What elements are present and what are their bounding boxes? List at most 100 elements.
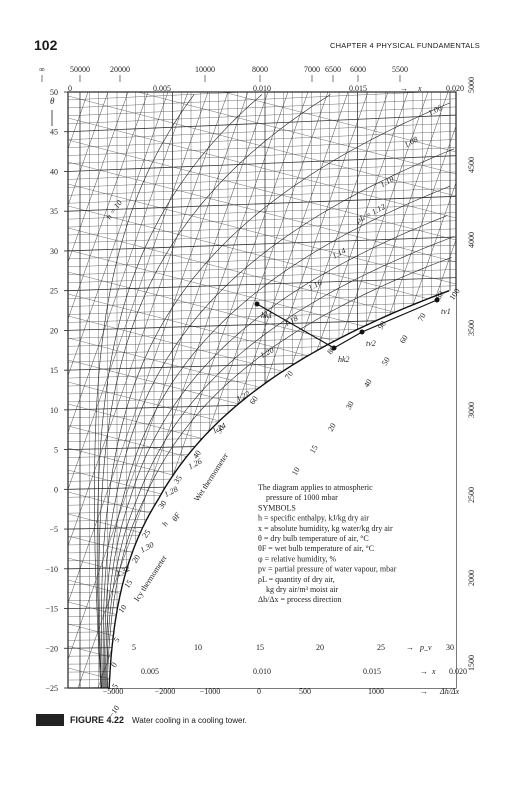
direction-bottom-arrow: →: [420, 687, 428, 696]
x-bottom-tick-label: 0.015: [363, 667, 381, 676]
relative-humidity-curve: [104, 186, 450, 688]
chapter-title: CHAPTER 4 PHYSICAL FUNDAMENTALS: [330, 41, 480, 50]
legend-line: φ = relative humidity, %: [258, 554, 336, 563]
isotherm-line: [68, 285, 456, 299]
direction-bottom-tick-label: 0: [257, 687, 261, 696]
x-bottom-arrow: →: [420, 667, 428, 676]
direction-bottom-tick-label: 1000: [368, 687, 384, 696]
direction-bottom-tick-label: −5000: [103, 687, 124, 696]
enthalpy-line: [68, 92, 209, 491]
y-tick-label: 0: [54, 485, 58, 494]
direction-top-tick-label: 7000: [304, 65, 320, 74]
density-line: [68, 117, 456, 219]
process-point-label: hk2: [338, 355, 350, 364]
x-top-tick-label: 0.015: [349, 84, 367, 93]
legend-line: h = specific enthalpy, kJ/kg dry air: [258, 514, 369, 523]
isotherm-line: [68, 147, 456, 164]
process-line-air: [256, 303, 335, 349]
x-top-axis-symbol: x: [417, 84, 422, 93]
enthalpy-label: 90: [376, 319, 388, 331]
relative-humidity-curve: [94, 94, 195, 688]
x-bottom-tick-label: 0.020: [449, 667, 467, 676]
direction-bottom-tick-label: −1000: [200, 687, 221, 696]
enthalpy-line: [68, 92, 149, 320]
enthalpy-label: 5: [112, 636, 122, 644]
isotherm-line: [68, 171, 456, 188]
x-top-tick-label: 0: [68, 84, 72, 93]
enthalpy-label: 70: [283, 369, 295, 381]
isotherm-line: [68, 92, 431, 109]
isotherm-line: [68, 269, 456, 283]
rh-label: 80: [434, 290, 446, 301]
process-point-label: tv1: [441, 307, 451, 316]
y-tick-label: 30: [50, 247, 58, 256]
direction-bottom-tick-label: −2000: [155, 687, 176, 696]
h-label: h: [160, 520, 170, 528]
isotherm-line: [68, 114, 456, 133]
rh-label: 10: [290, 466, 302, 477]
relative-humidity-curve: [105, 215, 448, 688]
relative-humidity-curve: [96, 94, 263, 688]
legend-line: The diagram applies to atmospheric: [258, 483, 373, 492]
direction-right-tick-label: 5000: [467, 77, 476, 93]
direction-right-tick-label: 2500: [467, 487, 476, 503]
pv-tick-label: 10: [194, 643, 202, 652]
x-top-tick-label: 0.005: [153, 84, 171, 93]
pv-tick-label: 25: [377, 643, 385, 652]
y-axis-symbol: θ: [50, 96, 55, 106]
direction-top-tick-label: ∞: [39, 65, 45, 74]
unsaturated-blank-area: [68, 290, 456, 688]
enthalpy-label: 15: [122, 578, 134, 590]
y-tick-label: 20: [50, 326, 58, 335]
enthalpy-line: [0, 92, 28, 688]
density-label: 1.08: [403, 135, 420, 150]
isotherm-line: [68, 139, 456, 156]
enthalpy-label: 80: [325, 344, 337, 356]
enthalpy-label: 30: [157, 499, 169, 511]
enthalpy-line: [68, 92, 169, 377]
rh-label: 50: [380, 356, 392, 367]
direction-right-tick-label: 3500: [467, 320, 476, 336]
direction-top-tick-label: 20000: [110, 65, 130, 74]
enthalpy-label: 40: [191, 449, 203, 461]
density-line: [68, 161, 456, 263]
legend-line: θF = wet bulb temperature of air, °C: [258, 544, 374, 553]
isotherm-line: [68, 309, 456, 323]
enthalpy-label: 10: [117, 603, 129, 615]
isotherm-line: [68, 228, 456, 244]
density-label: 1.18: [283, 314, 300, 329]
enthalpy-line: [68, 92, 89, 150]
y-tick-label: −10: [45, 565, 58, 574]
x-top-tick-label: 0.020: [446, 84, 464, 93]
y-tick-label: 10: [50, 406, 58, 415]
isotherm-line: [68, 92, 250, 101]
direction-right-tick-label: 4000: [467, 232, 476, 248]
direction-top-tick-label: 8000: [252, 65, 268, 74]
process-point-label: tv2: [366, 339, 376, 348]
relative-humidity-curve: [101, 102, 451, 688]
enthalpy-label: −5: [108, 682, 120, 694]
isotherm-line: [68, 293, 456, 307]
enthalpy-label: 60: [248, 394, 260, 406]
relative-humidity-curve: [107, 257, 452, 688]
isotherm-line: [68, 204, 456, 220]
y-tick-label: 5: [54, 446, 58, 455]
enthalpy-line: [68, 92, 109, 207]
isotherm-line: [68, 261, 456, 275]
enthalpy-label: 0: [109, 661, 119, 669]
isotherm-line: [68, 253, 456, 268]
rh-label: 20: [326, 422, 338, 433]
density-line: [137, 92, 456, 175]
direction-right-tick-label: 2000: [467, 570, 476, 586]
enthalpy-line: [68, 92, 269, 661]
relative-humidity-curve: [102, 148, 455, 688]
enthalpy-line: [518, 92, 524, 688]
enthalpy-line: [68, 92, 69, 93]
legend-line: x = absolute humidity, kg water/kg dry a…: [258, 524, 393, 533]
isotherm-line: [68, 123, 456, 140]
pv-tick-label: 30: [446, 643, 454, 652]
isotherm-line: [68, 163, 456, 180]
y-tick-label: 45: [50, 128, 58, 137]
isotherm-line: [68, 131, 456, 148]
y-tick-label: −25: [45, 684, 58, 693]
